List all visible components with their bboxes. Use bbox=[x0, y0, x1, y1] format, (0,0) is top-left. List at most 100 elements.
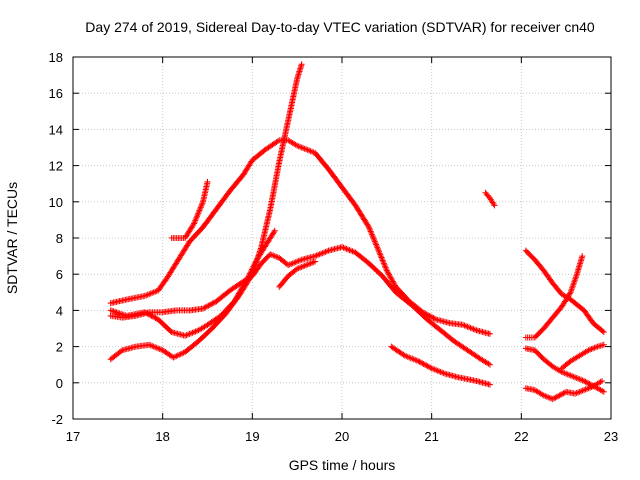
data-point bbox=[429, 314, 436, 321]
data-point bbox=[365, 222, 372, 229]
data-point bbox=[585, 385, 592, 392]
data-series bbox=[107, 61, 607, 403]
data-point bbox=[582, 386, 589, 393]
data-point bbox=[241, 281, 248, 288]
data-point bbox=[235, 291, 242, 298]
data-point bbox=[553, 393, 560, 400]
data-point bbox=[384, 268, 391, 275]
data-point bbox=[390, 279, 397, 286]
data-point bbox=[319, 250, 326, 257]
data-point bbox=[431, 366, 438, 373]
data-point bbox=[556, 392, 563, 399]
data-point bbox=[249, 265, 256, 272]
data-point bbox=[270, 252, 277, 259]
data-point bbox=[389, 277, 396, 284]
data-point bbox=[599, 328, 606, 335]
data-point bbox=[152, 315, 159, 322]
x-tick-label: 22 bbox=[514, 429, 528, 444]
data-point bbox=[561, 370, 568, 377]
data-point bbox=[174, 352, 181, 359]
data-point bbox=[173, 353, 180, 360]
data-point bbox=[149, 289, 156, 296]
data-point bbox=[380, 260, 387, 267]
data-point bbox=[291, 259, 298, 266]
data-point bbox=[271, 227, 278, 234]
data-point bbox=[210, 299, 217, 306]
data-point bbox=[461, 322, 468, 329]
data-point bbox=[463, 323, 470, 330]
data-point bbox=[251, 260, 258, 267]
data-point bbox=[201, 304, 208, 311]
y-tick-label: 4 bbox=[56, 303, 63, 318]
data-point bbox=[309, 259, 316, 266]
data-point bbox=[171, 353, 178, 360]
data-point bbox=[587, 346, 594, 353]
data-point bbox=[379, 255, 386, 262]
data-point bbox=[232, 295, 239, 302]
data-point bbox=[600, 341, 607, 348]
chart-title: Day 274 of 2019, Sidereal Day-to-day VTE… bbox=[85, 19, 595, 35]
data-point bbox=[206, 301, 213, 308]
data-point bbox=[183, 332, 190, 339]
data-point bbox=[193, 214, 200, 221]
data-point bbox=[472, 326, 479, 333]
data-point bbox=[195, 210, 202, 217]
data-point bbox=[196, 207, 203, 214]
data-point bbox=[560, 390, 567, 397]
data-point bbox=[585, 380, 592, 387]
data-point bbox=[191, 329, 198, 336]
data-point bbox=[306, 260, 313, 267]
data-point bbox=[563, 370, 570, 377]
data-point bbox=[177, 351, 184, 358]
data-point bbox=[373, 241, 380, 248]
data-point bbox=[243, 277, 250, 284]
data-point bbox=[298, 263, 305, 270]
data-point bbox=[575, 375, 582, 382]
data-point bbox=[294, 142, 301, 149]
data-point bbox=[315, 251, 322, 258]
data-point bbox=[545, 394, 552, 401]
data-point bbox=[190, 221, 197, 228]
x-axis-label: GPS time / hours bbox=[289, 457, 396, 473]
data-point bbox=[425, 312, 432, 319]
data-point bbox=[144, 310, 151, 317]
data-point bbox=[200, 305, 207, 312]
data-point bbox=[301, 145, 308, 152]
data-point bbox=[310, 259, 317, 266]
data-point bbox=[573, 272, 580, 279]
data-point bbox=[579, 387, 586, 394]
data-point bbox=[566, 290, 573, 297]
data-point bbox=[581, 377, 588, 384]
data-point bbox=[297, 143, 304, 150]
data-point bbox=[415, 358, 422, 365]
data-point bbox=[145, 311, 152, 318]
data-point bbox=[143, 309, 150, 316]
y-tick-label: 10 bbox=[49, 195, 63, 210]
data-point bbox=[285, 262, 292, 269]
data-point bbox=[599, 377, 606, 384]
data-point bbox=[286, 261, 293, 268]
data-point bbox=[198, 203, 205, 210]
data-point bbox=[412, 356, 419, 363]
data-point bbox=[192, 217, 199, 224]
data-point bbox=[572, 390, 579, 397]
data-point bbox=[297, 257, 304, 264]
data-point bbox=[570, 280, 577, 287]
data-point bbox=[428, 365, 435, 372]
data-point bbox=[247, 269, 254, 276]
data-point bbox=[486, 361, 493, 368]
data-point bbox=[552, 394, 559, 401]
data-point bbox=[424, 363, 431, 370]
series-arc-11 bbox=[522, 345, 607, 395]
data-point bbox=[152, 288, 159, 295]
series-arc-13 bbox=[558, 341, 607, 372]
data-point bbox=[555, 393, 562, 400]
data-point bbox=[423, 362, 430, 369]
data-point bbox=[312, 253, 319, 260]
data-point bbox=[306, 147, 313, 154]
data-point bbox=[205, 302, 212, 309]
data-point bbox=[309, 148, 316, 155]
data-point bbox=[303, 262, 310, 269]
series-arc-9 bbox=[522, 247, 607, 336]
